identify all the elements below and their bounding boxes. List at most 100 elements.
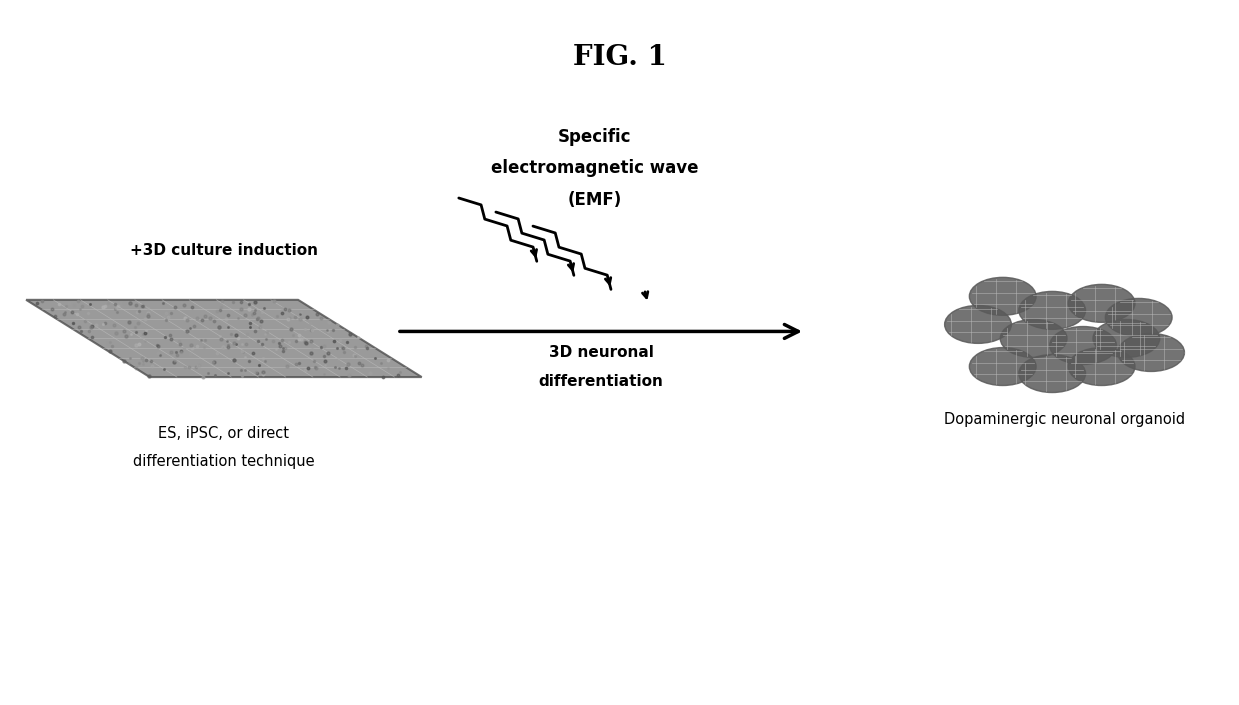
Point [135, 327, 155, 338]
Point [204, 369, 224, 381]
Point [218, 339, 238, 350]
Point [306, 363, 326, 374]
Point [279, 337, 299, 348]
Point [235, 364, 255, 376]
Point [239, 304, 259, 315]
Point [264, 296, 284, 307]
Point [235, 351, 255, 362]
Point [154, 310, 173, 321]
Point [348, 331, 368, 343]
Point [348, 345, 368, 356]
Point [193, 341, 213, 352]
Point [171, 346, 191, 357]
Text: Dopaminergic neuronal organoid: Dopaminergic neuronal organoid [944, 412, 1184, 427]
Point [209, 331, 229, 342]
Point [133, 300, 152, 312]
Point [290, 308, 310, 319]
Point [103, 341, 123, 352]
Text: FIG. 1: FIG. 1 [572, 44, 667, 70]
Point [304, 355, 323, 367]
Point [85, 319, 105, 331]
Text: differentiation: differentiation [539, 374, 663, 388]
Circle shape [944, 305, 1011, 343]
Circle shape [1018, 291, 1085, 329]
Point [79, 299, 99, 310]
Text: Specific: Specific [558, 128, 632, 146]
Point [232, 364, 252, 375]
Point [274, 345, 294, 356]
Point [315, 341, 335, 352]
Circle shape [1068, 348, 1135, 386]
Point [390, 366, 410, 377]
Point [254, 302, 274, 314]
Point [217, 336, 237, 347]
Point [224, 355, 244, 366]
Point [82, 321, 102, 332]
Point [128, 306, 147, 317]
Point [217, 314, 237, 325]
Point [243, 347, 263, 358]
Point [373, 371, 393, 382]
Point [147, 340, 167, 351]
Point [270, 340, 290, 351]
Point [213, 341, 233, 352]
Point [212, 333, 232, 345]
Point [232, 338, 252, 349]
Point [175, 299, 195, 310]
Point [247, 367, 266, 379]
Point [269, 338, 289, 349]
Point [126, 339, 146, 350]
Text: +3D culture induction: +3D culture induction [130, 243, 318, 258]
Circle shape [1000, 319, 1067, 357]
Point [242, 309, 261, 321]
Point [107, 302, 126, 314]
Point [68, 295, 88, 307]
Point [325, 362, 344, 373]
Point [349, 357, 369, 368]
Point [193, 371, 213, 382]
Circle shape [1018, 355, 1085, 393]
Point [72, 300, 92, 311]
Point [177, 325, 197, 336]
Point [291, 333, 311, 345]
Point [211, 301, 230, 312]
Point [207, 305, 227, 317]
Point [154, 363, 173, 374]
Point [248, 312, 268, 324]
Point [209, 321, 229, 332]
Point [364, 352, 384, 364]
Point [299, 362, 318, 374]
Point [71, 304, 90, 315]
Point [81, 326, 100, 337]
Point [302, 324, 322, 336]
Point [317, 324, 337, 336]
Point [151, 367, 171, 379]
Point [218, 342, 238, 353]
Text: 3D neuronal: 3D neuronal [549, 345, 653, 360]
Point [285, 312, 305, 323]
Circle shape [1105, 298, 1172, 336]
Point [180, 349, 199, 360]
Point [134, 358, 154, 369]
Point [188, 359, 208, 370]
Point [126, 300, 146, 311]
Point [330, 362, 349, 374]
Point [218, 321, 238, 333]
Point [315, 356, 335, 367]
Point [224, 355, 244, 366]
Point [254, 352, 274, 364]
Point [250, 321, 270, 333]
Point [203, 357, 223, 368]
Point [230, 303, 250, 314]
Point [76, 316, 95, 327]
Point [306, 362, 326, 373]
Circle shape [969, 277, 1036, 315]
Point [56, 300, 76, 312]
Point [323, 335, 343, 346]
Point [208, 347, 228, 358]
Point [125, 321, 145, 333]
Point [161, 346, 181, 357]
Point [187, 312, 207, 324]
Point [182, 301, 202, 312]
Point [266, 343, 286, 355]
